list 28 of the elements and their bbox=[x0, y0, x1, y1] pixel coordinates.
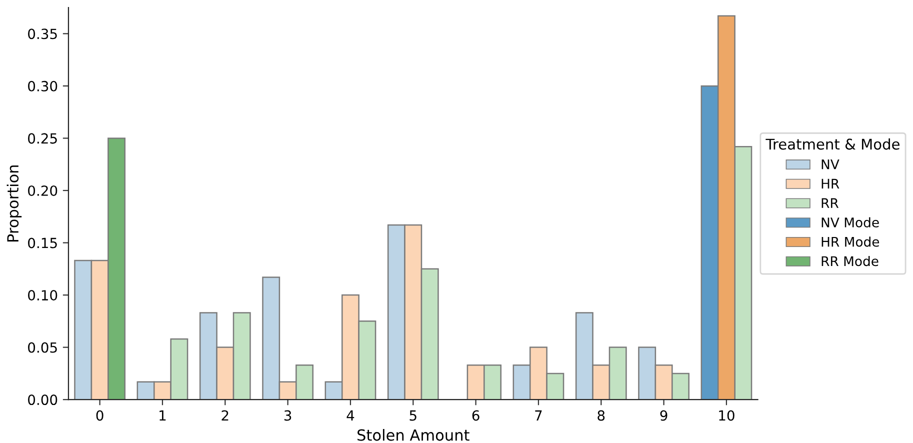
legend-label: HR bbox=[822, 178, 840, 189]
x-tick-label: 9 bbox=[660, 410, 668, 421]
x-tick-label: 1 bbox=[160, 410, 166, 421]
x-tick-label: 5 bbox=[410, 410, 416, 421]
y-tick-label: 0.35 bbox=[28, 28, 57, 40]
x-axis-title: Stolen Amount bbox=[358, 429, 470, 441]
x-tick-label: 3 bbox=[284, 410, 292, 421]
legend-label: RR Mode bbox=[822, 256, 878, 266]
legend-label: HR Mode bbox=[822, 236, 880, 247]
y-tick-label: 0.00 bbox=[28, 394, 58, 406]
y-tick-label: 0.10 bbox=[28, 290, 58, 301]
y-tick-label: 0.30 bbox=[28, 80, 58, 92]
legend-label: NV bbox=[822, 160, 840, 170]
x-tick-label: 4 bbox=[346, 410, 354, 421]
y-tick-label: 0.20 bbox=[28, 185, 58, 196]
x-tick-label: 7 bbox=[535, 410, 542, 421]
legend-label: RR bbox=[822, 198, 838, 208]
x-tick-label: 0 bbox=[96, 410, 104, 421]
y-tick-label: 0.25 bbox=[28, 133, 57, 144]
x-tick-label: 6 bbox=[472, 410, 480, 421]
x-tick-label: 10 bbox=[719, 410, 734, 421]
x-tick-label: 8 bbox=[598, 410, 605, 421]
y-axis-title: Proportion bbox=[6, 165, 22, 242]
y-tick-label: 0.15 bbox=[28, 238, 57, 248]
legend-label: NV Mode bbox=[822, 217, 879, 228]
legend-title: Treatment & Mode bbox=[766, 138, 900, 150]
y-tick-label: 0.05 bbox=[28, 342, 57, 353]
x-tick-label: 2 bbox=[222, 410, 228, 421]
